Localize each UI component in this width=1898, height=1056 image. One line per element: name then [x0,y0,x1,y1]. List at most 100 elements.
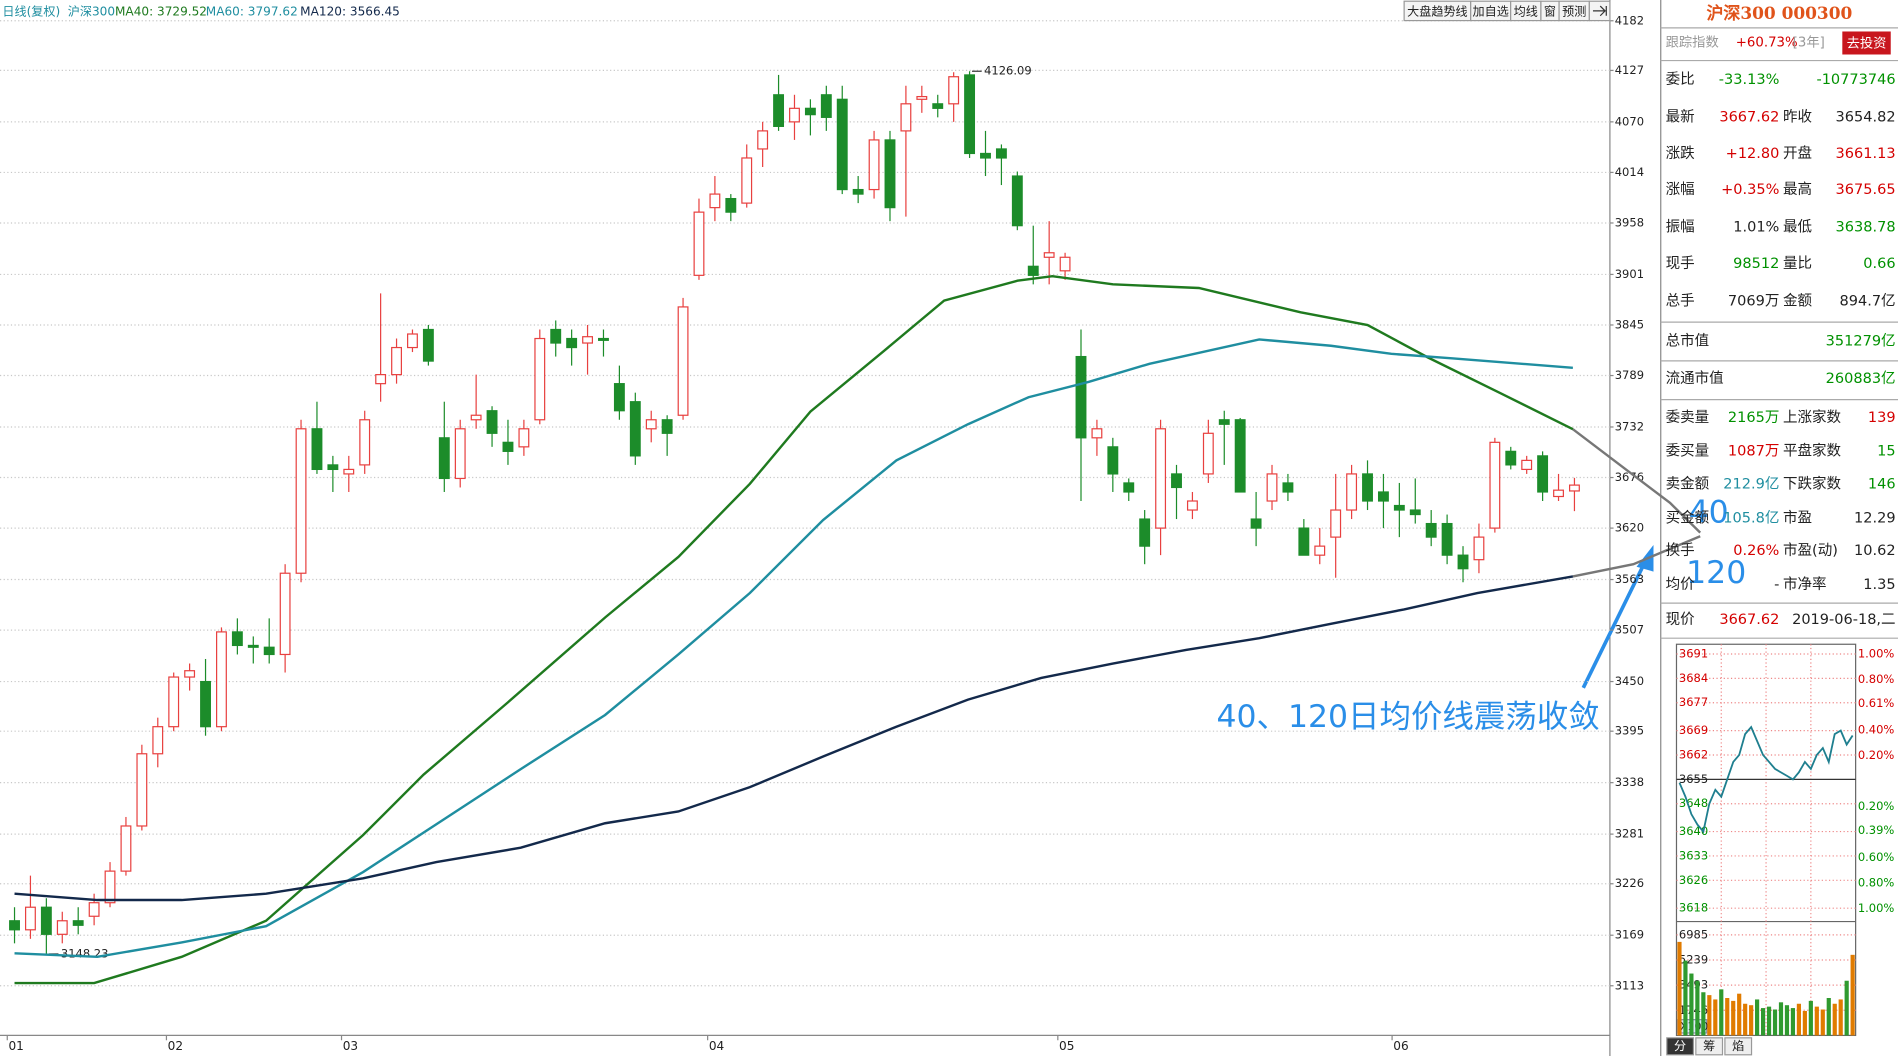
candle-body [852,188,864,195]
candle-body [279,572,291,656]
volume-bar [1832,1003,1837,1036]
toolbar-label[interactable]: 均线 [1514,5,1538,19]
candle-body [693,211,705,276]
toolbar-icon[interactable] [1592,5,1607,17]
volume-bar [1814,1006,1819,1036]
candle-body [407,333,418,349]
tab-label[interactable]: 分 [1674,1039,1686,1053]
toolbar-label[interactable]: 窗 [1544,5,1556,19]
candle-body [104,870,116,904]
candle-body [72,920,84,926]
field-value: 105.8亿 [1723,509,1779,526]
candle-body [263,646,275,656]
volume-bar [1844,980,1849,1036]
volume-bar [1808,1000,1813,1036]
candle-body [900,103,912,132]
field-label: 量比 [1783,255,1812,272]
candle-body [1266,473,1278,502]
toolbar-label[interactable]: 大盘趋势线 [1407,4,1467,19]
field-label: 平盘家数 [1783,442,1842,460]
field-value: 1.01% [1733,220,1779,236]
candle-body [1441,522,1453,556]
volume-bar [1784,1005,1790,1036]
candle-body [231,631,243,647]
volume-tick-label: 6985 [1679,927,1708,941]
candle-body [200,680,211,728]
field-value: +12.80 [1726,146,1780,162]
volume-bar [1850,954,1855,1036]
y-tick-label: 3691 [1679,647,1708,661]
tab[interactable] [1724,1037,1753,1056]
y2-tick-label: 0.80% [1858,672,1895,686]
candle-body [1393,504,1405,511]
candle-body [502,441,514,452]
candle-body [24,906,36,931]
candle-body [438,437,450,480]
field-label: 换手 [1666,542,1695,559]
tab[interactable] [1666,1037,1695,1056]
volume-bar [1719,989,1724,1036]
field-label: 最低 [1783,219,1813,236]
field-value: 212.9亿 [1723,475,1779,492]
tab-label[interactable]: 焰 [1732,1038,1744,1053]
candle-body [1362,473,1373,502]
invest-button[interactable] [1842,31,1891,55]
candle-body [677,306,689,416]
candle-body [645,419,657,430]
tracking-period: [3年] [1793,34,1825,50]
candle-body [884,139,896,209]
volume-bar [1701,992,1706,1036]
candle-body [964,74,976,155]
y2-tick-label: 0.20% [1858,799,1895,813]
tab[interactable] [1695,1037,1724,1056]
period-label: 日线(复权) [2,5,60,19]
y-tick-label: 3507 [1615,623,1644,637]
candle-body [773,94,785,127]
y-tick-label: 3655 [1679,772,1708,786]
annotation: 40 [1689,494,1729,530]
candle-body [184,670,196,678]
volume-bar [1772,1009,1778,1036]
y-tick-label: 3901 [1615,267,1644,281]
candle-body [391,346,402,376]
field-label: 最高 [1783,181,1812,198]
candle-body [1346,473,1358,511]
candle-body [168,676,180,728]
annotation: 120 [1686,555,1746,591]
field-value: 1087万 [1728,444,1779,460]
tab-label[interactable]: 筹 [1703,1039,1715,1053]
intraday-line [1678,725,1854,834]
field-value: 7069万 [1728,294,1779,310]
max-label: 4126.09 [984,64,1032,78]
field-value: -33.13% [1719,72,1780,88]
volume-bar [1766,1006,1772,1036]
field-label: 买金额 [1666,509,1710,526]
candle-body [1314,545,1326,556]
candle-body [932,103,944,109]
candle-body [1123,482,1135,493]
candle-body [56,920,68,935]
field-label: 委比 [1666,71,1695,88]
field-label: 金额 [1783,293,1813,310]
y-tick-label: 3789 [1615,368,1644,382]
field-label: 最新 [1666,108,1695,125]
y2-tick-label: 1.00% [1858,901,1895,915]
candle-body [550,328,562,344]
field-label: 涨跌 [1666,145,1696,162]
y-tick-label: 3395 [1615,724,1644,738]
tracking-label: 跟踪指数 [1666,34,1719,50]
toolbar-label[interactable]: 预测 [1562,5,1586,19]
field-label: 振幅 [1666,219,1695,236]
candle-body [1091,428,1103,439]
y-tick-label: 3669 [1679,723,1708,737]
x-tick-label: 06 [1393,1039,1408,1053]
field-label: 现价 [1666,612,1696,628]
candle-body [709,193,721,209]
field-value: 3675.65 [1836,182,1896,198]
field-value: 15 [1877,444,1895,460]
toolbar-label[interactable]: 加自选 [1473,5,1509,19]
invest-button-label[interactable]: 去投资 [1847,36,1887,52]
y-tick-label: 3169 [1615,928,1644,942]
field-label: 市盈 [1783,509,1812,526]
x-tick-label: 03 [343,1039,358,1053]
